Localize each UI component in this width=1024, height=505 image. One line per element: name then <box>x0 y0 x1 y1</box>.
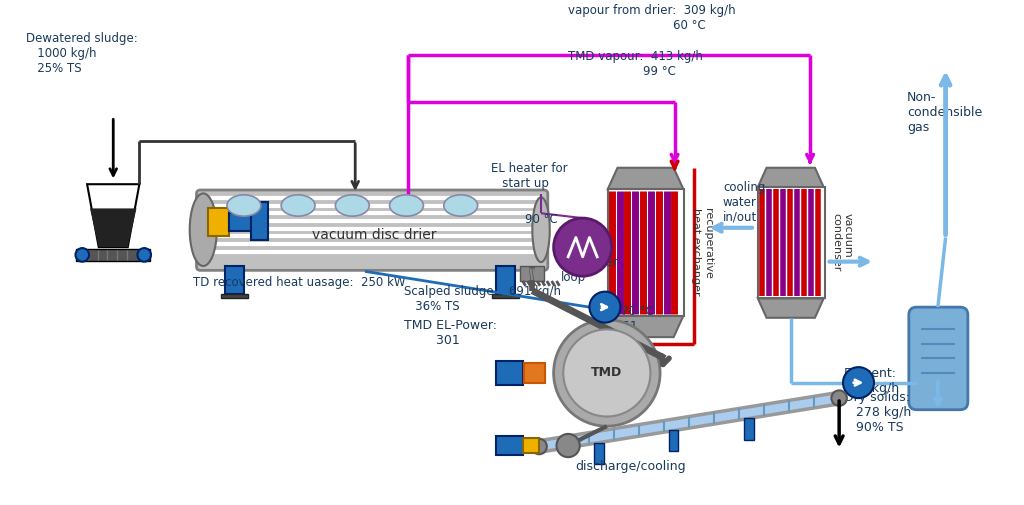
Circle shape <box>554 320 660 426</box>
Ellipse shape <box>532 197 550 262</box>
Circle shape <box>76 248 89 262</box>
Bar <box>744 419 754 440</box>
Ellipse shape <box>227 195 261 216</box>
Bar <box>523 363 545 383</box>
Bar <box>229 213 251 231</box>
Text: TMD EL-Power:
        301: TMD EL-Power: 301 <box>403 319 497 347</box>
Bar <box>492 293 519 298</box>
Ellipse shape <box>282 195 315 216</box>
FancyBboxPatch shape <box>909 307 968 410</box>
Bar <box>594 443 604 464</box>
Text: Scalped sludge:   691 kg/h
   36% TS: Scalped sludge: 691 kg/h 36% TS <box>403 285 560 313</box>
Polygon shape <box>608 316 683 337</box>
Text: vacuum disc drier: vacuum disc drier <box>312 228 437 241</box>
Bar <box>608 189 684 316</box>
Text: Dry solids:
   278 kg/h
   90% TS: Dry solids: 278 kg/h 90% TS <box>844 391 911 434</box>
Text: Non-
condensible
gas: Non- condensible gas <box>907 91 982 134</box>
Bar <box>224 267 244 293</box>
Text: vacuum
condenser: vacuum condenser <box>831 213 853 272</box>
Text: TD recovered heat uasage:  250 kW: TD recovered heat uasage: 250 kW <box>193 276 406 289</box>
Text: vapour from drier:  309 kg/h
                            60 °C: vapour from drier: 309 kg/h 60 °C <box>568 5 736 32</box>
Polygon shape <box>608 168 683 189</box>
Bar <box>77 249 151 261</box>
Bar <box>496 267 515 293</box>
Ellipse shape <box>389 195 424 216</box>
Text: 70 °C: 70 °C <box>622 305 654 318</box>
Text: cooling
water
in/out: cooling water in/out <box>723 181 765 224</box>
Circle shape <box>556 434 580 457</box>
Text: TMD: TMD <box>591 367 623 379</box>
Bar <box>496 436 522 455</box>
Bar <box>669 430 679 451</box>
Polygon shape <box>758 168 823 187</box>
Text: 90 °C: 90 °C <box>524 213 557 226</box>
Circle shape <box>531 439 547 454</box>
Bar <box>758 187 824 298</box>
Text: hot water
loop: hot water loop <box>561 256 618 284</box>
Polygon shape <box>90 209 136 247</box>
Polygon shape <box>87 184 139 247</box>
Text: Effluent:
722 kg/h: Effluent: 722 kg/h <box>844 367 899 395</box>
Text: recuperative
heat exchanger: recuperative heat exchanger <box>691 208 713 296</box>
Bar <box>496 362 522 385</box>
FancyBboxPatch shape <box>197 190 548 270</box>
Polygon shape <box>539 392 839 452</box>
Text: EL heater for
   start up: EL heater for start up <box>490 162 567 190</box>
Bar <box>522 438 539 453</box>
Bar <box>520 267 544 281</box>
Text: TMD vapour:  413 kg/h
                    99 °C: TMD vapour: 413 kg/h 99 °C <box>568 50 703 78</box>
Circle shape <box>831 390 847 406</box>
Circle shape <box>554 218 611 276</box>
Text: discharge/cooling: discharge/cooling <box>575 460 686 473</box>
Circle shape <box>843 367 873 398</box>
Ellipse shape <box>443 195 477 216</box>
Polygon shape <box>758 298 823 318</box>
Circle shape <box>563 329 650 417</box>
Ellipse shape <box>189 193 217 266</box>
Circle shape <box>137 248 151 262</box>
Bar <box>251 201 268 240</box>
Text: 251
kW: 251 kW <box>614 320 638 348</box>
Ellipse shape <box>336 195 370 216</box>
Text: Dewatered sludge:
   1000 kg/h
   25% TS: Dewatered sludge: 1000 kg/h 25% TS <box>27 32 138 75</box>
Circle shape <box>590 292 621 323</box>
Bar <box>208 209 229 235</box>
Bar <box>221 293 248 298</box>
